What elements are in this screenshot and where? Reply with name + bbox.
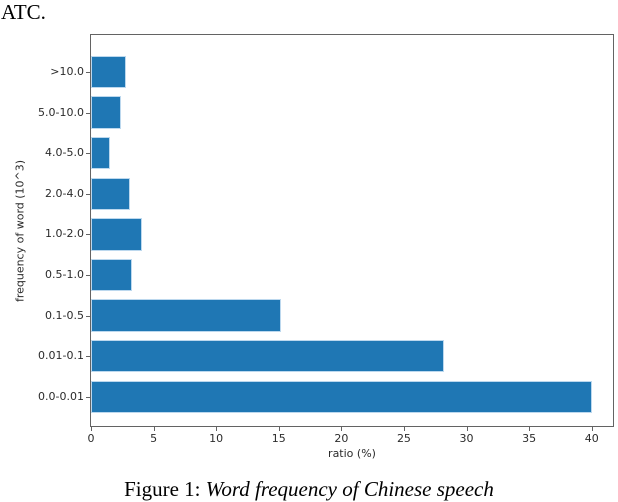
bar-0.01-0.1 xyxy=(91,339,444,373)
bar->10.0 xyxy=(91,55,127,89)
y-tick-mark xyxy=(86,315,90,317)
y-tick-label: 0.5-1.0 xyxy=(45,268,84,281)
x-tick-mark xyxy=(341,427,343,431)
caption-label: Figure 1: xyxy=(124,477,201,501)
y-tick-mark xyxy=(86,275,90,276)
x-tick-mark xyxy=(91,427,92,431)
bar-0.1-0.5 xyxy=(91,299,282,332)
x-tick-mark xyxy=(216,427,218,431)
x-axis-label: ratio (%) xyxy=(328,447,376,460)
bar-1.0-2.0 xyxy=(91,218,143,251)
y-tick-label: 1.0-2.0 xyxy=(45,227,84,241)
x-tick-mark xyxy=(278,427,280,431)
y-tick-label: 4.0-5.0 xyxy=(45,146,84,160)
x-tick-mark xyxy=(466,427,468,431)
bar-0.0-0.01 xyxy=(91,380,592,414)
y-tick-label: >10.0 xyxy=(50,65,84,78)
y-tick-mark xyxy=(86,193,90,195)
bar-4.0-5.0 xyxy=(91,136,110,170)
bar-0.5-1.0 xyxy=(91,258,133,292)
y-tick-label: 0.1-0.5 xyxy=(45,308,84,322)
x-tick-label: 20 xyxy=(334,432,349,445)
caption-title: Word frequency of Chinese speech xyxy=(205,477,494,501)
x-tick-label: 30 xyxy=(459,432,474,445)
bar-2.0-4.0 xyxy=(91,177,130,211)
x-tick-label: 40 xyxy=(584,432,599,445)
x-tick-label: 0 xyxy=(87,432,95,445)
x-tick-mark xyxy=(403,427,405,431)
x-tick-label: 15 xyxy=(271,432,286,445)
y-tick-mark xyxy=(86,72,90,73)
y-tick-label: 2.0-4.0 xyxy=(45,186,84,200)
x-tick-mark xyxy=(529,427,531,431)
y-tick-mark xyxy=(86,234,90,236)
x-tick-mark xyxy=(153,427,155,431)
y-tick-label: 0.0-0.01 xyxy=(38,389,84,403)
bar-5.0-10.0 xyxy=(91,96,122,129)
x-tick-label: 25 xyxy=(396,432,411,445)
y-tick-label: 5.0-10.0 xyxy=(38,105,84,119)
y-tick-label: 0.01-0.1 xyxy=(38,349,84,363)
y-tick-mark xyxy=(86,396,90,398)
figure-caption: Figure 1: Word frequency of Chinese spee… xyxy=(0,477,618,502)
y-tick-mark xyxy=(86,356,90,358)
paragraph-fragment-text: ATC. xyxy=(1,0,46,24)
y-tick-mark xyxy=(86,112,90,114)
x-tick-label: 10 xyxy=(209,432,224,445)
x-tick-mark xyxy=(591,427,593,431)
y-tick-mark xyxy=(86,153,90,155)
plot-area xyxy=(90,34,614,427)
x-tick-label: 5 xyxy=(150,432,158,445)
x-tick-label: 35 xyxy=(522,432,537,445)
